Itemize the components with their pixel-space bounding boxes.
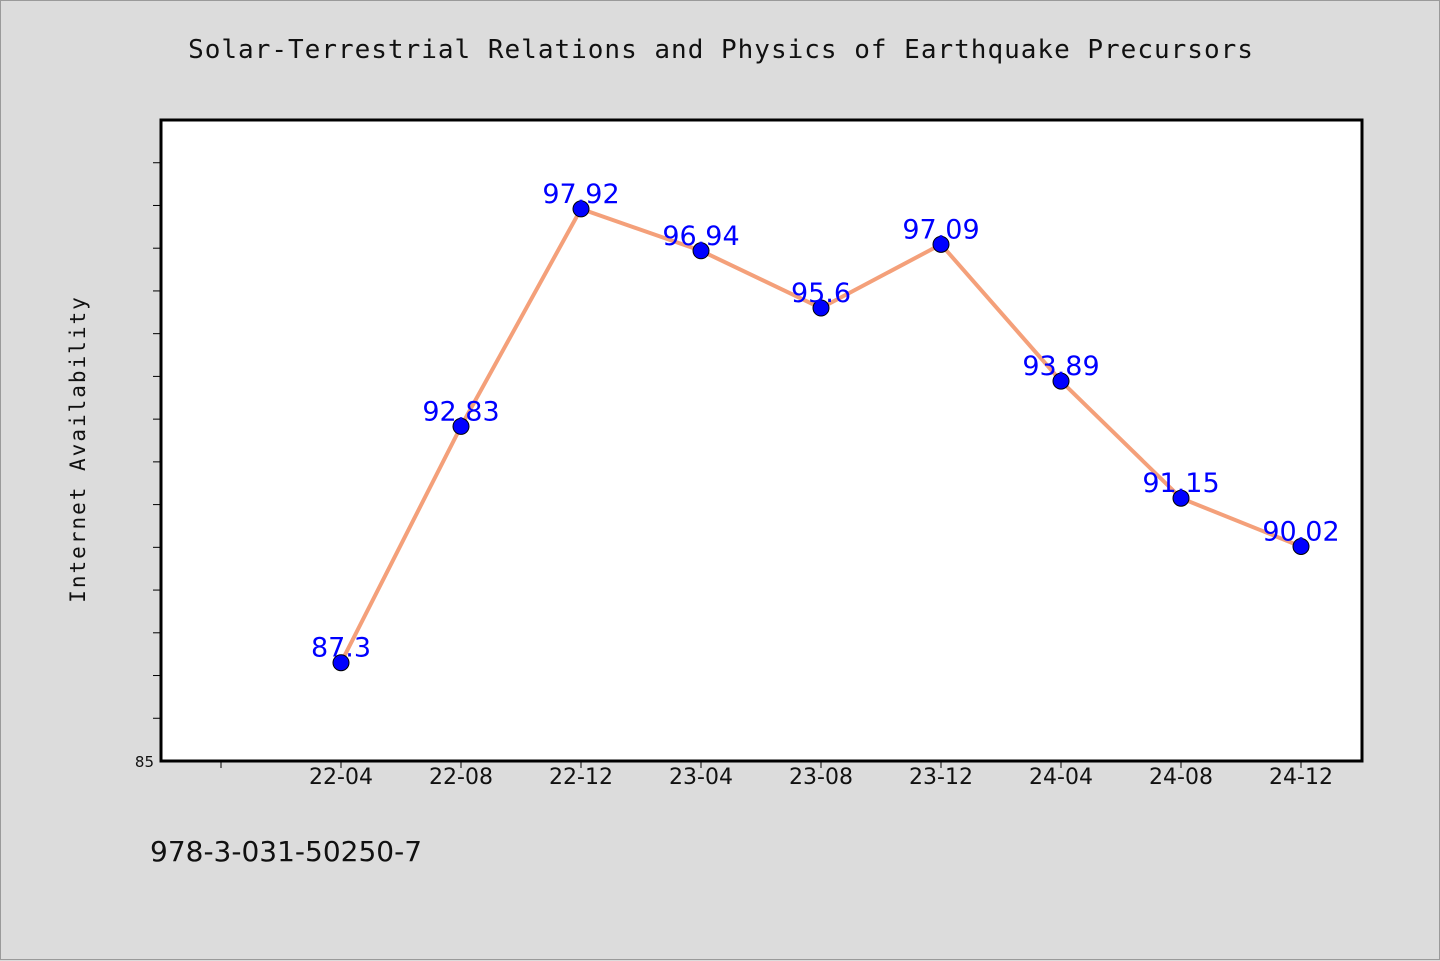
data-label: 93.89: [1022, 351, 1099, 382]
data-point: [1052, 372, 1070, 390]
data-point: [1292, 537, 1310, 555]
data-label: 97.92: [542, 179, 619, 210]
x-tick-label: 23-04: [669, 765, 733, 790]
data-label: 96.94: [662, 221, 739, 252]
data-label: 90.02: [1262, 516, 1339, 547]
data-point: [572, 200, 590, 218]
plot-area: [159, 118, 1364, 763]
data-point: [332, 654, 350, 672]
x-tick-label: 23-08: [789, 765, 853, 790]
data-label: 87.3: [311, 633, 371, 664]
x-tick-label: 24-04: [1029, 765, 1093, 790]
data-label: 92.83: [422, 396, 499, 427]
data-point: [452, 417, 470, 435]
data-label: 95.6: [791, 278, 851, 309]
data-point: [812, 299, 830, 317]
footer-code: 978-3-031-50250-7: [150, 835, 423, 868]
y-tick-label-min: 85: [135, 753, 154, 771]
chart-title: Solar-Terrestrial Relations and Physics …: [188, 35, 1254, 65]
y-axis-ticks: [153, 162, 161, 719]
x-tick-label: 24-08: [1149, 765, 1213, 790]
data-label: 97.09: [902, 214, 979, 245]
x-tick-label: 23-12: [909, 765, 973, 790]
x-tick-label: 22-12: [549, 765, 613, 790]
x-tick-label: 22-08: [429, 765, 493, 790]
x-tick-label: 24-12: [1269, 765, 1333, 790]
data-point: [1172, 489, 1190, 507]
data-point: [692, 242, 710, 260]
data-point: [932, 235, 950, 253]
data-label: 91.15: [1142, 468, 1219, 499]
x-tick-label: 22-04: [309, 765, 373, 790]
x-axis-ticks: 22-04 22-08 22-12 23-04 23-08 23-12 24-04 24-08…: [220, 761, 1333, 790]
series-layer: 87.3 92.83 97.92 96.94 95.6 97.09 93.89 91.15 90…: [311, 179, 1340, 672]
